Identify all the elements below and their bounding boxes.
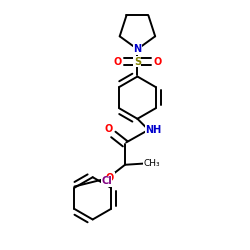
Text: CH₃: CH₃ — [143, 159, 160, 168]
Text: O: O — [104, 124, 112, 134]
Text: O: O — [106, 173, 114, 183]
Text: O: O — [153, 56, 162, 66]
Text: S: S — [134, 56, 141, 66]
Text: NH: NH — [146, 125, 162, 135]
Text: O: O — [114, 56, 122, 66]
Text: Cl: Cl — [101, 176, 112, 186]
Text: N: N — [133, 44, 141, 54]
